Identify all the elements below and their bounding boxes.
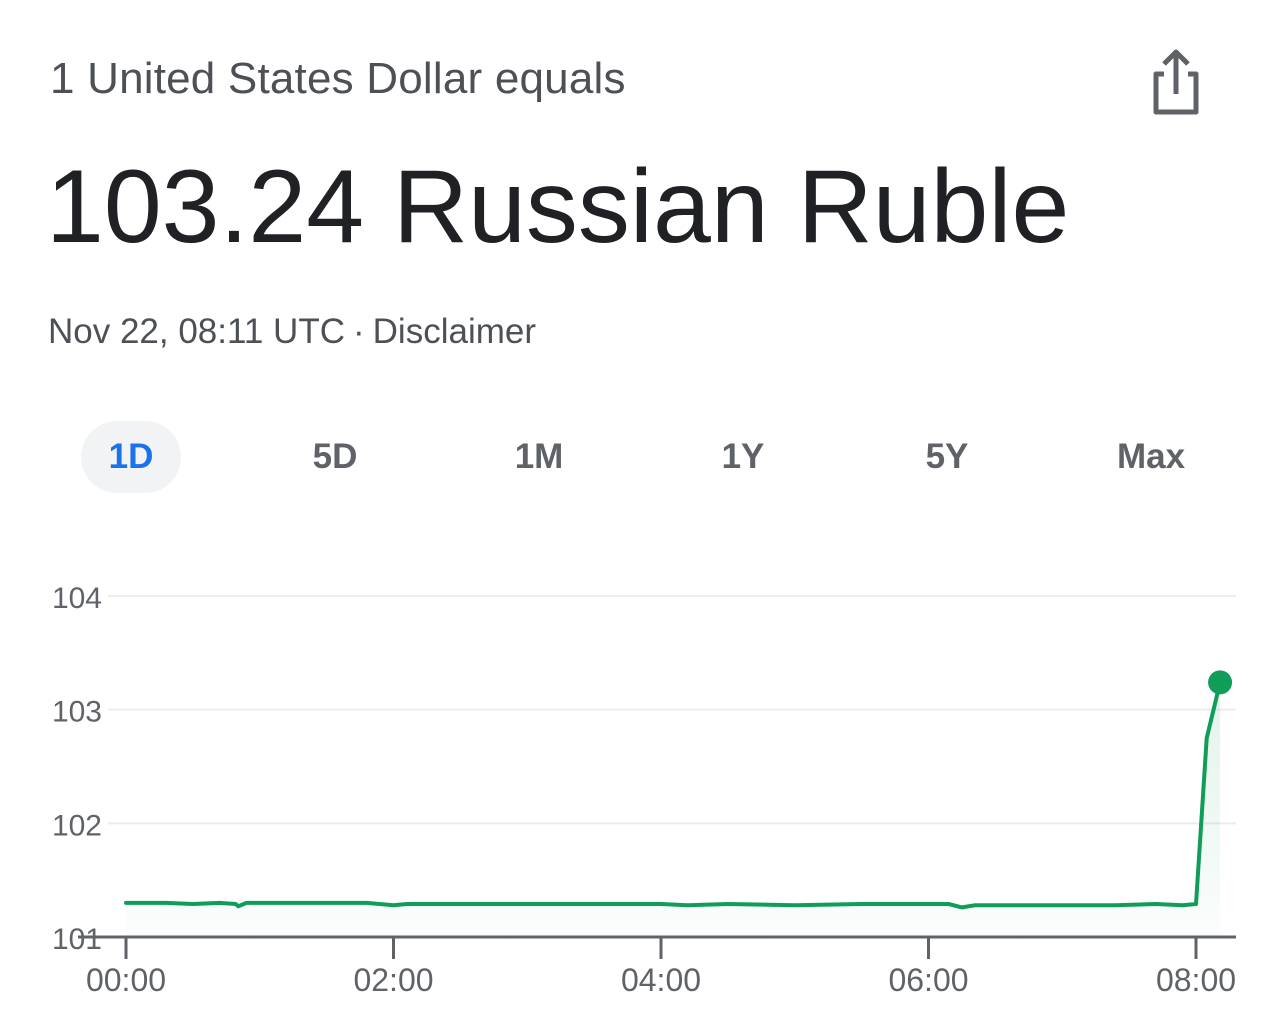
series-area xyxy=(126,682,1221,937)
share-icon xyxy=(1153,49,1199,115)
converted-amount: 103.24 Russian Ruble xyxy=(46,149,1070,265)
y-tick-label: 101 xyxy=(52,923,102,956)
conversion-subtitle: 1 United States Dollar equals xyxy=(50,54,626,103)
y-tick-label: 102 xyxy=(52,809,102,842)
price-chart[interactable]: 101 102 103 104 00:00 02:00 04:00 06:00 08:00 xyxy=(0,560,1284,1020)
separator: · xyxy=(353,312,365,351)
last-point-marker xyxy=(1208,670,1233,695)
x-tick-label: 06:00 xyxy=(888,962,968,998)
y-tick-label: 104 xyxy=(52,582,102,615)
x-tick-label: 00:00 xyxy=(86,962,166,998)
y-tick-label: 103 xyxy=(52,696,102,729)
tab-1y[interactable]: 1Y xyxy=(721,437,765,476)
x-tick-label: 02:00 xyxy=(353,962,433,998)
series-line xyxy=(124,680,1223,910)
x-tick-label: 08:00 xyxy=(1156,962,1236,998)
range-tabs: 1D 5D 1M 1Y 5Y Max xyxy=(0,421,1284,493)
timestamp-line: Nov 22, 08:11 UTC · Disclaimer xyxy=(48,312,536,352)
tab-1m[interactable]: 1M xyxy=(514,437,564,476)
tab-1d[interactable]: 1D xyxy=(81,421,181,493)
x-tick-label: 04:00 xyxy=(621,962,701,998)
timestamp: Nov 22, 08:11 UTC xyxy=(48,312,345,351)
tab-max[interactable]: Max xyxy=(1116,437,1186,476)
disclaimer-link[interactable]: Disclaimer xyxy=(372,312,537,351)
share-button[interactable] xyxy=(1146,44,1206,120)
tab-5y[interactable]: 5Y xyxy=(925,437,969,476)
tab-5d[interactable]: 5D xyxy=(312,437,358,476)
